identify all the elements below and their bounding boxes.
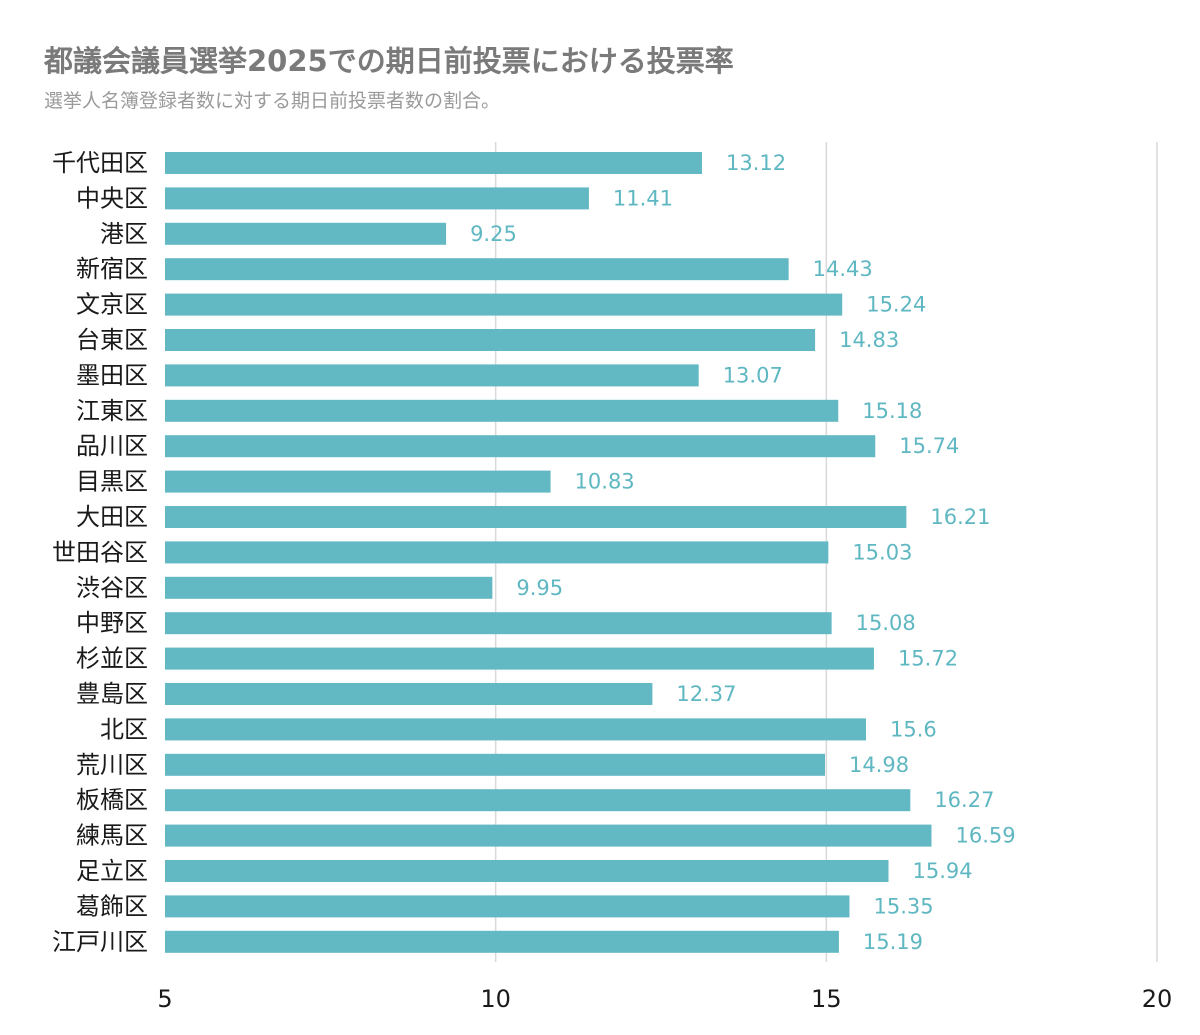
x-tick-label: 10 — [480, 985, 511, 1013]
bar — [165, 435, 876, 458]
value-label: 15.19 — [863, 930, 923, 954]
value-label: 15.6 — [890, 717, 937, 741]
bar — [165, 470, 551, 493]
category-label: 足立区 — [76, 857, 148, 885]
category-label: 練馬区 — [76, 822, 148, 850]
bar — [165, 399, 839, 422]
bar — [165, 683, 653, 705]
bar — [165, 329, 816, 351]
x-axis-tick-labels: 5 10 15 20 — [157, 985, 1172, 1013]
value-label: 16.21 — [930, 505, 990, 529]
value-label: 15.18 — [862, 399, 922, 423]
bar — [165, 364, 699, 387]
value-labels: 13.12 11.41 9.25 14.43 15.24 14.83 13.07 15.18 1… — [470, 151, 1016, 954]
bar — [165, 718, 867, 741]
category-label: 中野区 — [76, 609, 148, 637]
category-label: 渋谷区 — [76, 574, 148, 602]
bar — [165, 541, 829, 564]
category-label: 墨田区 — [76, 361, 148, 389]
category-label: 江東区 — [76, 397, 148, 425]
x-tick-label: 5 — [157, 985, 172, 1013]
category-label: 荒川区 — [76, 751, 148, 779]
chart-subtitle: 選挙人名簿登録者数に対する期日前投票者数の割合。 — [44, 90, 501, 112]
value-label: 13.12 — [726, 151, 786, 175]
category-label: 新宿区 — [76, 255, 148, 283]
x-tick-label: 15 — [811, 985, 842, 1013]
bar — [165, 293, 843, 316]
bar — [165, 824, 932, 847]
category-label: 千代田区 — [52, 149, 148, 177]
value-label: 15.74 — [899, 434, 959, 458]
value-label: 10.83 — [575, 470, 635, 494]
category-label: 中央区 — [76, 184, 148, 212]
category-label: 世田谷区 — [52, 538, 148, 566]
value-label: 16.59 — [955, 824, 1015, 848]
value-label: 15.94 — [912, 859, 972, 883]
bar — [165, 258, 789, 281]
value-label: 15.08 — [856, 611, 916, 635]
value-label: 12.37 — [676, 682, 736, 706]
value-label: 14.98 — [849, 753, 909, 777]
value-label: 9.25 — [470, 222, 517, 246]
bar — [165, 930, 839, 953]
bar — [165, 753, 826, 776]
bar — [165, 895, 850, 918]
category-label: 北区 — [100, 715, 148, 743]
value-label: 9.95 — [516, 576, 563, 600]
category-label: 大田区 — [76, 503, 148, 531]
bar — [165, 506, 907, 528]
bar — [165, 789, 911, 812]
value-label: 16.27 — [934, 788, 994, 812]
category-label: 江戸川区 — [52, 928, 148, 956]
bar — [165, 222, 447, 245]
bar — [165, 152, 703, 174]
value-label: 15.24 — [866, 293, 926, 317]
value-label: 15.72 — [898, 647, 958, 671]
category-label: 品川区 — [76, 432, 148, 460]
bar — [165, 576, 493, 599]
x-tick-label: 20 — [1142, 985, 1173, 1013]
value-label: 11.41 — [613, 186, 673, 210]
bar — [165, 612, 832, 635]
value-label: 14.43 — [813, 257, 873, 281]
value-label: 13.07 — [723, 363, 783, 387]
bar — [165, 860, 889, 882]
bar — [165, 187, 589, 210]
category-label: 葛飾区 — [76, 892, 148, 920]
category-label: 豊島区 — [76, 680, 148, 708]
category-label: 板橋区 — [76, 786, 148, 814]
value-label: 15.35 — [873, 894, 933, 918]
category-label: 杉並区 — [76, 645, 148, 673]
value-label: 14.83 — [839, 328, 899, 352]
chart-title: 都議会議員選挙2025での期日前投票における投票率 — [44, 44, 734, 78]
value-label: 15.03 — [852, 540, 912, 564]
category-label: 文京区 — [76, 291, 148, 319]
bar — [165, 647, 874, 670]
category-label: 目黒区 — [76, 468, 148, 496]
category-label: 台東区 — [76, 326, 148, 354]
category-label: 港区 — [100, 220, 148, 248]
category-labels: 千代田区中央区港区新宿区文京区台東区墨田区江東区品川区目黒区大田区世田谷区渋谷区… — [52, 149, 148, 956]
bars — [165, 152, 932, 953]
